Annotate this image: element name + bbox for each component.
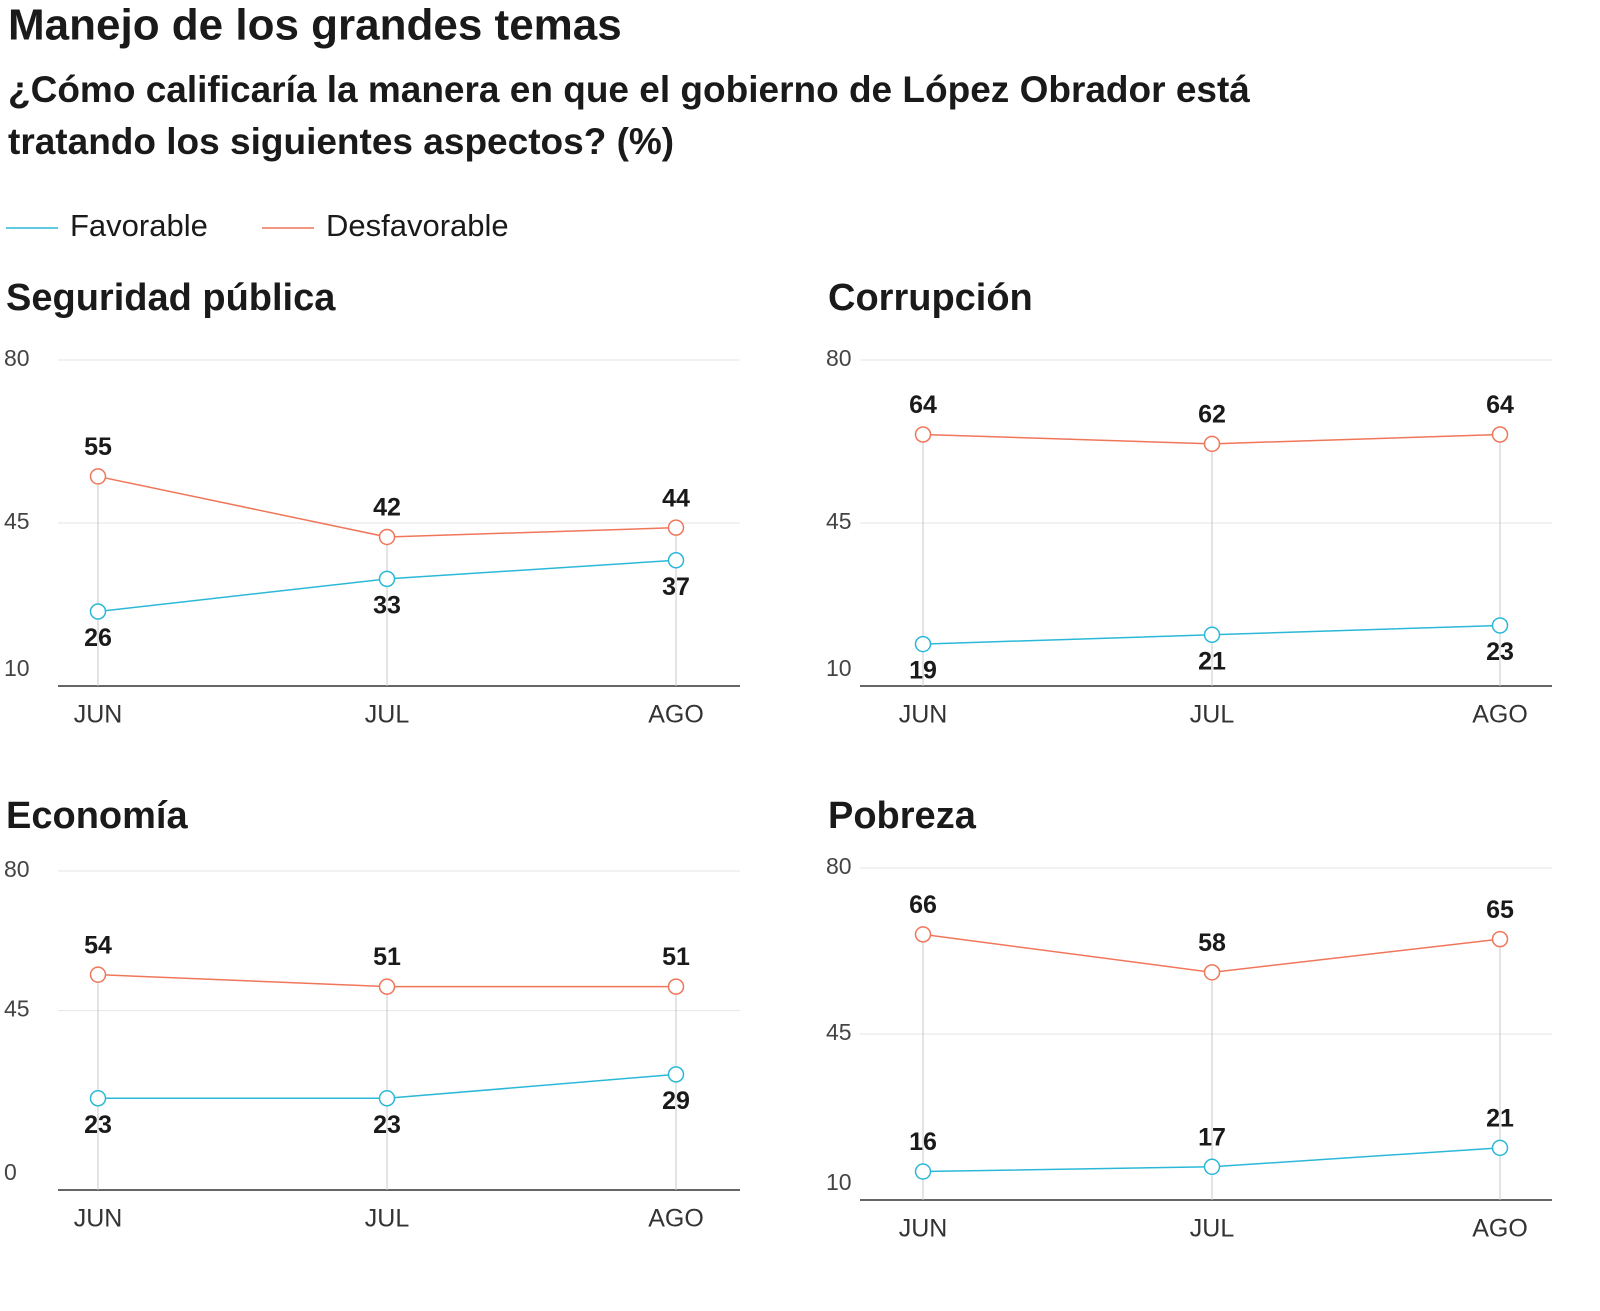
point [914,635,932,653]
legend-label: Desfavorable [326,208,509,243]
point [1491,1139,1509,1157]
point [89,603,107,620]
point [89,1090,107,1107]
value-label: 64 [1486,391,1514,419]
point [89,966,107,983]
y-tick-label: 45 [826,1019,852,1045]
value-label: 66 [909,891,937,919]
value-label: 23 [84,1111,112,1139]
point [1203,964,1221,981]
value-label: 62 [1198,400,1226,428]
y-tick-label: 45 [826,508,852,534]
panel-title: Pobreza [828,795,977,837]
value-label: 51 [373,943,401,971]
y-tick-label: 80 [826,853,852,879]
panel-title: Seguridad pública [6,277,336,319]
point [1491,426,1509,443]
x-tick-label: JUN [74,701,123,729]
point [1203,435,1221,453]
y-tick-label: 10 [826,655,852,681]
value-label: 33 [373,591,401,619]
legend-label: Favorable [70,208,208,243]
point [1491,617,1509,634]
value-label: 23 [1486,638,1514,666]
point [667,978,685,995]
value-label: 29 [662,1087,690,1115]
x-tick-label: JUN [899,701,948,729]
panel-title: Corrupción [828,277,1033,319]
value-label: 37 [662,573,690,601]
point [667,1066,685,1083]
point [914,1163,932,1180]
value-label: 54 [84,931,112,959]
point [914,426,932,443]
x-tick-label: AGO [648,1205,704,1233]
value-label: 55 [84,433,112,461]
value-label: 21 [1198,647,1226,675]
value-label: 21 [1486,1104,1514,1132]
point [378,978,396,995]
point [378,1090,396,1107]
x-tick-label: AGO [1472,701,1528,729]
point [914,926,932,943]
point [1203,626,1221,644]
y-tick-label: 45 [4,508,30,534]
point [378,570,396,588]
x-tick-label: JUN [899,1215,948,1243]
value-label: 64 [909,391,937,419]
value-label: 23 [373,1111,401,1139]
value-label: 26 [84,624,112,652]
y-tick-label: 80 [4,345,30,371]
x-tick-label: AGO [648,701,704,729]
value-label: 17 [1198,1123,1226,1151]
point [667,519,685,536]
point [89,468,107,485]
value-label: 58 [1198,929,1226,957]
y-tick-label: 10 [4,655,30,681]
x-tick-label: JUL [365,701,410,729]
value-label: 19 [909,657,937,685]
title: Manejo de los grandes temas [8,1,622,50]
point [1203,1158,1221,1176]
y-tick-label: 0 [4,1159,17,1185]
point [1491,930,1509,948]
x-tick-label: AGO [1472,1215,1528,1243]
x-tick-label: JUL [365,1205,410,1233]
y-tick-label: 80 [4,856,30,882]
value-label: 44 [662,484,690,512]
value-label: 42 [373,494,401,522]
value-label: 51 [662,943,690,971]
x-tick-label: JUN [74,1205,123,1233]
subtitle: tratando los siguientes aspectos? (%) [8,121,674,162]
value-label: 65 [1486,896,1514,924]
panel-title: Economía [6,795,188,837]
y-tick-label: 45 [4,996,30,1022]
point [378,528,396,546]
y-tick-label: 10 [826,1169,852,1195]
x-tick-label: JUL [1190,1215,1235,1243]
y-tick-label: 80 [826,345,852,371]
value-label: 16 [909,1128,937,1156]
x-tick-label: JUL [1190,701,1235,729]
point [667,552,685,569]
subtitle: ¿Cómo calificaría la manera en que el go… [8,69,1250,110]
